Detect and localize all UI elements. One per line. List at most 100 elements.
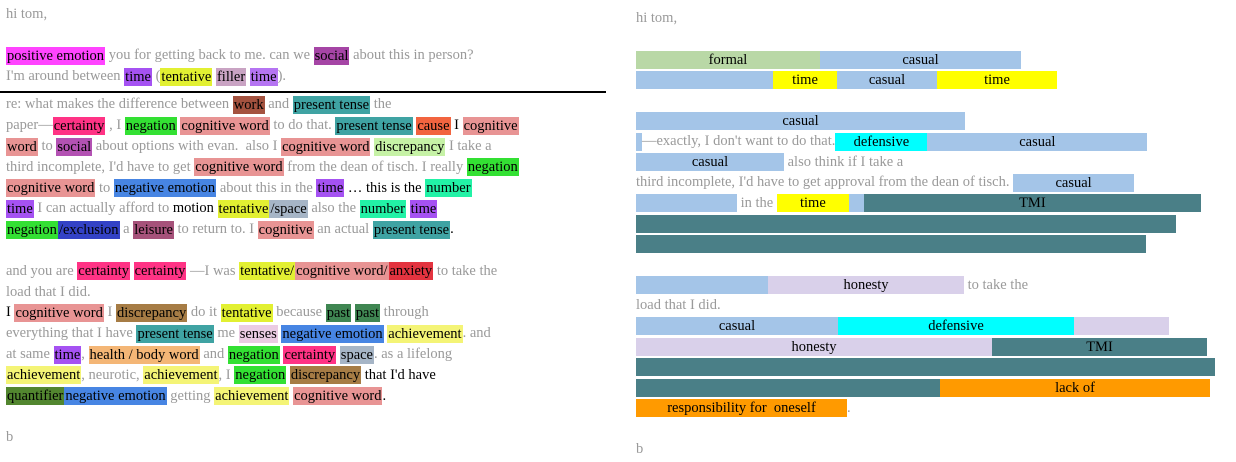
text: .: [382, 387, 387, 404]
highlight: cognitive word: [14, 303, 104, 322]
highlight: achievement: [214, 387, 290, 406]
highlight: discrepancy: [115, 303, 188, 322]
highlight-bar: [848, 194, 864, 213]
text: a: [119, 221, 134, 238]
text: and: [264, 96, 293, 113]
highlight: present tense: [292, 95, 371, 114]
text: the: [370, 96, 392, 113]
text: . as a lifelong: [374, 346, 453, 363]
line: everything that I have present tense me …: [6, 323, 606, 344]
highlight: certainty: [52, 116, 106, 135]
highlight-bar: time: [776, 194, 849, 213]
text: ).: [277, 68, 287, 85]
highlight: present tense: [136, 324, 214, 343]
highlight-bar: time: [773, 71, 837, 90]
text: an actual: [313, 221, 373, 238]
text: I: [450, 117, 463, 134]
text: from the dean of tisch. I really: [283, 158, 467, 175]
line: honesty to take the: [636, 275, 1226, 296]
highlight: discrepancy: [289, 366, 362, 385]
text: you for getting back to me. can we: [105, 47, 314, 64]
highlight-bar: TMI: [863, 194, 1201, 213]
line: third incomplete, I'd have to get approv…: [636, 173, 1226, 194]
highlight: tentative/: [239, 262, 296, 281]
highlight-bar: [636, 378, 940, 397]
text: getting: [166, 387, 215, 404]
highlight: certainty: [283, 345, 337, 364]
text: I: [103, 304, 116, 321]
line: I'm around between time (tentative fille…: [6, 66, 606, 87]
line: [636, 214, 1226, 235]
line: quantifier negative emotion getting achie…: [6, 386, 606, 407]
highlight: work: [232, 95, 265, 114]
highlight: cause: [416, 116, 451, 135]
highlight: present tense: [372, 220, 451, 239]
line: at same time, health / body word and neg…: [6, 344, 606, 365]
text: at same: [6, 346, 54, 363]
highlight: time: [124, 67, 152, 86]
text: also think if I take a: [784, 153, 904, 170]
text: because: [272, 304, 326, 321]
line: I cognitive word I discrepancy do it ten…: [6, 303, 606, 324]
text: and: [199, 346, 228, 363]
line: hi tom,: [6, 4, 606, 25]
text: .: [847, 399, 851, 416]
highlight: cognitive word/: [295, 262, 389, 281]
highlight-bar: TMI: [992, 337, 1207, 356]
line: casual: [636, 111, 1226, 132]
text: .: [450, 221, 454, 238]
line: positive emotion you for getting back to…: [6, 46, 606, 67]
highlight: quantifier: [6, 387, 65, 406]
text: . and: [462, 325, 491, 342]
highlight-bar: defensive: [835, 132, 928, 151]
highlight: space: [339, 345, 374, 364]
line: negation/exclusion a leisure to return t…: [6, 219, 606, 240]
line: in the time TMI: [636, 193, 1226, 214]
highlight: filler: [215, 67, 247, 86]
text: … this is the: [344, 179, 426, 196]
divider: [0, 91, 606, 93]
line: b: [636, 439, 1226, 460]
text: I: [6, 304, 15, 321]
line: achievement, neurotic, achievement, I ne…: [6, 365, 606, 386]
highlight: /exclusion: [57, 220, 120, 239]
line: load that I did.: [6, 282, 606, 303]
text: (: [151, 68, 161, 85]
text: hi tom,: [636, 10, 678, 27]
highlight: cognitive word: [194, 158, 284, 177]
highlight: achievement: [6, 366, 82, 385]
line: responsibility for oneself.: [636, 398, 1226, 419]
text: re: what makes the difference between: [6, 96, 233, 113]
highlight: discrepancy: [374, 137, 446, 156]
text: to: [95, 179, 114, 196]
highlight: health / body word: [88, 345, 200, 364]
highlight-bar: time: [937, 71, 1057, 90]
highlight: cognitive word: [281, 137, 371, 156]
highlight: time: [249, 67, 278, 86]
highlight-bar: formal: [636, 50, 820, 69]
highlight: anxiety: [388, 262, 434, 281]
line: paper— certainty , I negation cognitive w…: [6, 115, 606, 136]
text: everything that I have: [6, 325, 137, 342]
text: and you are: [6, 262, 78, 279]
highlight-bar: casual: [820, 50, 1021, 69]
line: casual also think if I take a: [636, 152, 1226, 173]
text: I take a: [445, 138, 492, 155]
highlight: certainty: [133, 262, 187, 281]
text: to return to. I: [173, 221, 258, 238]
highlight-bar: [1074, 317, 1169, 336]
highlight: tentative: [160, 67, 213, 86]
highlight: tentative: [217, 199, 270, 218]
text: load that I did.: [6, 283, 91, 300]
highlight: cognitive word: [293, 387, 383, 406]
highlight: past: [354, 303, 381, 322]
text: do it: [187, 304, 221, 321]
style-panel: hi tom, formal casual time casual time casual —…: [636, 9, 1226, 460]
highlight-bar: casual: [837, 71, 937, 90]
highlight-bar: casual: [636, 112, 965, 131]
highlight-bar: casual: [636, 317, 838, 336]
line: —exactly, I don't want to do that. defens…: [636, 132, 1226, 153]
highlight: past: [325, 303, 352, 322]
highlight: senses: [238, 324, 278, 343]
